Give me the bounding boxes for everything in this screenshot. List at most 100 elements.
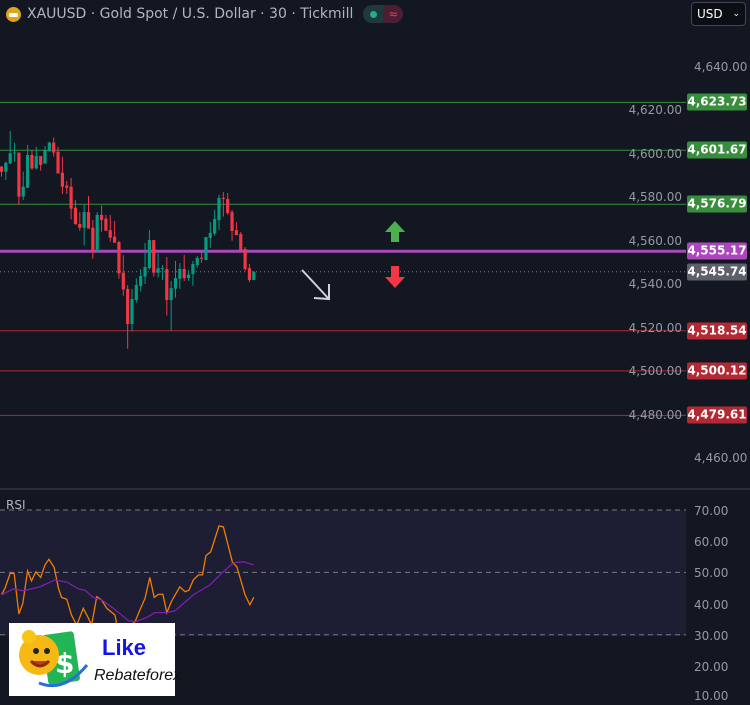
candle-body xyxy=(108,230,112,238)
price-label-support: 4,518.54 xyxy=(687,322,747,340)
candle xyxy=(99,205,104,232)
candle-body xyxy=(30,154,34,169)
candle xyxy=(113,220,117,243)
candle-body xyxy=(208,232,212,238)
candle xyxy=(152,240,156,277)
candle-body xyxy=(200,257,204,259)
candle xyxy=(4,161,8,180)
candle xyxy=(121,255,125,296)
candle-body xyxy=(130,298,134,324)
candle xyxy=(252,270,256,281)
price-label-support: 4,479.61 xyxy=(687,406,747,424)
candle-body xyxy=(95,214,99,251)
candle xyxy=(143,242,147,284)
candle-body xyxy=(12,152,17,154)
candle xyxy=(208,222,212,248)
candle xyxy=(39,156,43,171)
rsi-tick: 30.00 xyxy=(694,628,729,643)
candle-body xyxy=(186,274,191,279)
candle-body xyxy=(239,234,243,251)
candle-body xyxy=(121,272,125,290)
candle-body xyxy=(65,185,69,188)
candle-body xyxy=(165,268,169,301)
price-tick: 4,620.00 xyxy=(628,103,682,118)
symbol-header[interactable]: XAUUSD · Gold Spot / U.S. Dollar · 30 · … xyxy=(6,4,404,24)
price-tick: 4,580.00 xyxy=(628,190,682,205)
candle xyxy=(169,280,173,331)
candle-body xyxy=(117,242,121,274)
red-down-arrow-icon xyxy=(385,266,405,288)
candle xyxy=(73,199,78,225)
candle-body xyxy=(47,142,51,152)
candle xyxy=(86,196,91,229)
candle-body xyxy=(160,268,165,270)
candle xyxy=(226,192,230,215)
price-label-last: 4,545.74 xyxy=(687,263,747,281)
candle-body xyxy=(8,153,12,164)
price-label-resistance: 4,576.79 xyxy=(687,195,747,213)
candle-body xyxy=(17,152,21,197)
candle xyxy=(204,237,208,261)
candle xyxy=(191,260,195,286)
candle xyxy=(65,181,69,195)
candle xyxy=(200,252,204,263)
candle xyxy=(117,240,121,279)
gold-bars-icon xyxy=(6,6,21,22)
candle-body xyxy=(73,207,78,225)
price-tick: 4,540.00 xyxy=(628,277,682,292)
candle-body xyxy=(221,197,225,200)
green-up-arrow-icon xyxy=(385,221,405,242)
rsi-band xyxy=(0,510,686,636)
candle-body xyxy=(26,154,30,188)
rsi-tick: 70.00 xyxy=(694,504,729,518)
candle xyxy=(247,264,252,283)
price-tick: 4,640.00 xyxy=(694,60,748,74)
candle-body xyxy=(243,249,247,269)
candle xyxy=(108,214,112,242)
price-tick: 4,600.00 xyxy=(628,146,682,161)
candle xyxy=(52,137,56,157)
currency-select[interactable]: USD ⌄ xyxy=(691,2,746,26)
candle-body xyxy=(213,219,217,234)
candle xyxy=(8,131,12,165)
price-label-pivot: 4,555.17 xyxy=(687,242,747,260)
candle xyxy=(139,268,143,292)
candle xyxy=(165,257,169,316)
candle-body xyxy=(99,214,104,221)
candle-body xyxy=(191,264,195,274)
candle xyxy=(221,192,225,217)
candle xyxy=(69,177,73,220)
price-tick: 4,520.00 xyxy=(628,320,682,335)
delay-wave-icon: ≈ xyxy=(383,5,404,23)
candle xyxy=(0,166,4,177)
candle xyxy=(230,209,234,241)
candle-body xyxy=(34,156,38,169)
candle-body xyxy=(217,197,221,221)
candle-body xyxy=(134,285,138,301)
candle-body xyxy=(156,268,160,273)
candle xyxy=(239,232,243,251)
candle-body xyxy=(169,288,173,301)
candle-body xyxy=(21,186,25,197)
rsi-indicator-label[interactable]: RSI xyxy=(6,498,26,512)
candle xyxy=(56,146,60,174)
candle xyxy=(82,204,86,246)
market-open-dot-icon xyxy=(363,5,384,23)
price-tick: 4,480.00 xyxy=(628,407,682,422)
candle-body xyxy=(86,212,91,229)
candle-body xyxy=(234,230,238,236)
logo-text-like: Like xyxy=(102,635,147,660)
price-label-resistance: 4,623.73 xyxy=(687,93,747,111)
candle xyxy=(134,278,138,303)
market-status[interactable]: ≈ xyxy=(363,5,404,23)
candle xyxy=(78,212,82,231)
price-tick: 4,560.00 xyxy=(628,233,682,248)
candle-body xyxy=(182,268,186,279)
candle-body xyxy=(91,227,95,251)
rsi-tick: 60.00 xyxy=(694,535,729,550)
candle xyxy=(234,222,238,236)
rsi-tick: 40.00 xyxy=(694,597,729,612)
candle-body xyxy=(0,166,4,172)
candle xyxy=(26,144,30,188)
